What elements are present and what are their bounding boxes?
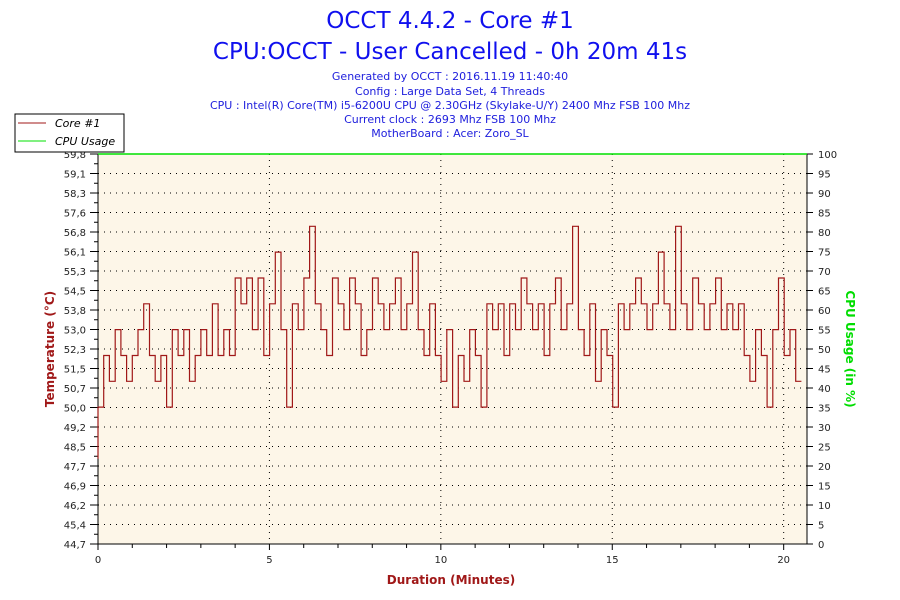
y-tick-label: 59,1 [64, 170, 86, 181]
chart-title: OCCT 4.4.2 - Core #1 [326, 8, 573, 34]
y2-tick-label: 85 [818, 209, 831, 220]
y2-tick-label: 50 [818, 345, 831, 356]
x-axis-label: Duration (Minutes) [387, 573, 515, 587]
y2-tick-label: 65 [818, 287, 831, 298]
x-tick-label: 5 [266, 555, 272, 566]
info-cpu: CPU : Intel(R) Core(TM) i5-6200U CPU @ 2… [210, 99, 690, 112]
legend: Core #1 CPU Usage [14, 113, 125, 153]
x-tick-label: 10 [434, 555, 447, 566]
y-tick-label: 47,7 [64, 462, 86, 473]
y-tick-label: 50,7 [64, 384, 86, 395]
y2-tick-label: 60 [818, 306, 831, 317]
y-tick-label: 53,0 [64, 326, 86, 337]
y-tick-label: 57,6 [64, 209, 86, 220]
y2-tick-label: 5 [818, 521, 824, 532]
y-tick-label: 44,7 [64, 540, 86, 551]
y-tick-label: 56,1 [64, 248, 86, 259]
y-tick-label: 45,4 [64, 521, 86, 532]
y2-tick-label: 20 [818, 462, 831, 473]
y2-axis-label: CPU Usage (in %) [843, 290, 857, 407]
y2-tick-label: 45 [818, 365, 831, 376]
y-axis-label: Temperature (°C) [43, 291, 57, 407]
info-motherboard: MotherBoard : Acer: Zoro_SL [371, 127, 529, 140]
series-core-1-line [97, 225, 802, 459]
x-tick-label: 20 [777, 555, 790, 566]
info-config: Config : Large Data Set, 4 Threads [355, 85, 545, 98]
y-tick-label: 53,8 [64, 306, 86, 317]
legend-core: Core #1 [55, 117, 100, 130]
y-tick-label: 58,3 [64, 189, 86, 200]
y-tick-label: 56,8 [64, 228, 86, 239]
y2-tick-label: 95 [818, 170, 831, 181]
chart-subtitle: CPU:OCCT - User Cancelled - 0h 20m 41s [213, 39, 687, 65]
legend-cpu: CPU Usage [55, 135, 115, 148]
y2-tick-label: 80 [818, 228, 831, 239]
y-tick-label: 49,2 [64, 423, 86, 434]
y-tick-label: 48,5 [64, 443, 86, 454]
y2-tick-label: 75 [818, 248, 831, 259]
y2-tick-label: 35 [818, 404, 831, 415]
y2-tick-label: 0 [818, 540, 824, 551]
y-tick-label: 54,5 [64, 287, 86, 298]
y-tick-label: 50,0 [64, 404, 86, 415]
y2-tick-label: 15 [818, 482, 831, 493]
y-tick-label: 55,3 [64, 267, 86, 278]
y2-tick-label: 100 [818, 150, 837, 161]
y2-tick-label: 10 [818, 501, 831, 512]
y-tick-label: 46,9 [64, 482, 86, 493]
y2-tick-label: 90 [818, 189, 831, 200]
y-tick-label: 51,5 [64, 365, 86, 376]
y-tick-label: 59,8 [64, 150, 86, 161]
y2-tick-label: 25 [818, 443, 831, 454]
y-tick-label: 46,2 [64, 501, 86, 512]
y-tick-label: 52,3 [64, 345, 86, 356]
y2-tick-label: 30 [818, 423, 831, 434]
info-generated: Generated by OCCT : 2016.11.19 11:40:40 [332, 70, 568, 83]
y2-tick-label: 70 [818, 267, 831, 278]
info-clock: Current clock : 2693 Mhz FSB 100 Mhz [344, 113, 556, 126]
x-tick-label: 0 [95, 555, 101, 566]
x-tick-label: 15 [606, 555, 619, 566]
y2-tick-label: 40 [818, 384, 831, 395]
y2-tick-label: 55 [818, 326, 831, 337]
